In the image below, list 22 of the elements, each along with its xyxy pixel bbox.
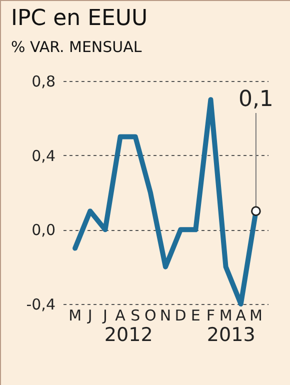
chart-subtitle: % VAR. MENSUAL: [11, 38, 142, 56]
y-tick-label: -0,4: [26, 296, 56, 314]
text: 2013: [206, 324, 256, 346]
x-tick-label: S: [130, 306, 140, 324]
y-tick-label: 0,4: [32, 146, 56, 165]
x-tick-label: J: [102, 306, 108, 324]
x-tick-label: A: [236, 306, 247, 324]
y-tick-label: 0,8: [32, 72, 56, 90]
x-tick-label: J: [86, 306, 92, 324]
x-tick-label: D: [174, 306, 186, 324]
chart-title: IPC en EEUU: [11, 6, 148, 31]
y-tick-label: 0,0: [32, 221, 56, 240]
x-tick-label: O: [144, 306, 156, 324]
x-tick-label: N: [160, 306, 172, 324]
text: 2012: [104, 324, 153, 346]
x-tick-label: M: [68, 306, 82, 324]
data-label: 0,1: [238, 87, 274, 112]
x-tick-label: E: [190, 306, 200, 324]
x-tick-label: F: [206, 306, 216, 324]
x-tick-label: M: [219, 306, 232, 324]
x-tick-label: A: [115, 306, 126, 324]
x-tick-label: M: [249, 306, 262, 324]
